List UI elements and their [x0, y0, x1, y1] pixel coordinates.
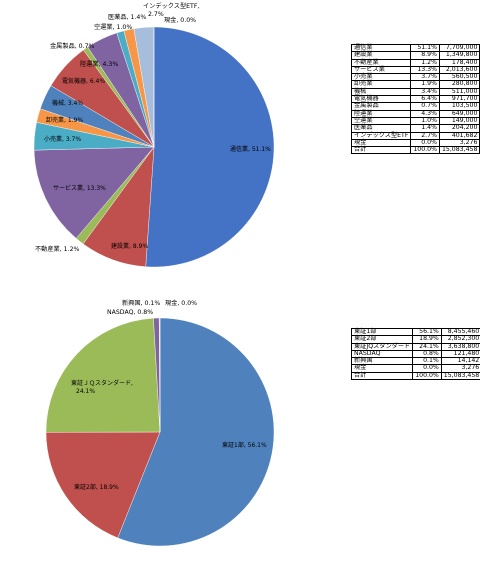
table-cell: 14,142	[440, 357, 480, 366]
slice-data-label: 建設業, 8.9%	[111, 242, 148, 250]
table-cell: NASDAQ	[350, 349, 414, 359]
table-row: 新興国 0.1% 14,142	[350, 357, 480, 366]
table-cell: 3,638,800	[440, 342, 480, 351]
slice-data-label: 小売業, 3.7%	[44, 135, 81, 143]
table-cell: 1.4%	[410, 124, 440, 133]
table-cell: 医薬品	[350, 124, 412, 133]
slice-data-label: NASDAQ, 0.8%	[107, 309, 153, 316]
slice-data-label: 新興国, 0.1%	[122, 299, 160, 307]
table-cell: 8,455,460	[440, 327, 480, 337]
table-cell: 東証JQスタンダード	[350, 342, 414, 351]
market-pie-chart: 東証1部, 56.1% 東証2部, 18.9% 東証ＪＱスタンダード, 24.1% NA…	[45, 299, 275, 547]
table-cell: 1,349,800	[438, 51, 480, 60]
slice-data-label: 空運業, 1.0%	[94, 23, 132, 31]
slice-data-label: 通信業, 51.1%	[230, 145, 271, 153]
table-row: 医薬品 1.4% 204,200	[350, 124, 480, 133]
slice-data-label: 現金, 0.0%	[164, 16, 196, 24]
table-cell: 121,480	[440, 349, 480, 359]
table-cell: 204,200	[438, 124, 480, 133]
sector-data-table: 通信業 51.1% 7,709,000 建設業 8.9% 1,349,800 不動産業 1.2…	[350, 43, 480, 155]
slice-data-label: 現金, 0.0%	[165, 299, 197, 307]
slice-data-label: 機械, 3.4%	[52, 99, 83, 107]
table-row: 現金 0.0% 3,276	[350, 364, 480, 373]
table-cell: 東証2部	[350, 335, 414, 344]
slice-data-label: 東証2部, 18.9%	[74, 483, 119, 491]
market-data-table: 東証1部 56.1% 8,455,460 東証2部 18.9% 2,852,300 東証JQ…	[350, 327, 480, 381]
slice-data-label: 金属製品, 0.7%	[50, 42, 95, 50]
table-cell: 3,276	[440, 364, 480, 373]
slice-data-label: 東証ＪＱスタンダード, 24.1%	[71, 379, 133, 395]
table-row: 東証JQスタンダード 24.1% 3,638,800	[350, 342, 480, 351]
table-row: 合計 100.0% 15,083,458	[350, 146, 480, 155]
table-row: 合計 100.0% 15,083,458	[350, 371, 480, 381]
table-cell: 100.0%	[410, 146, 440, 155]
table-row: 東証1部 56.1% 8,455,460	[350, 327, 480, 337]
table-cell: 合計	[350, 146, 412, 155]
table-row: 建設業 8.9% 1,349,800	[350, 51, 480, 60]
table-cell: 100.0%	[412, 371, 442, 381]
slice-data-label: 東証1部, 56.1%	[222, 441, 267, 449]
table-row: 東証2部 18.9% 2,852,300	[350, 335, 480, 344]
table-cell: 8.9%	[410, 51, 440, 60]
slice-data-label: 医薬品, 1.4%	[108, 13, 146, 21]
table-row: 通信業 51.1% 7,709,000	[350, 43, 480, 53]
pie-slice	[145, 26, 275, 268]
slice-data-label: 不動産業, 1.2%	[35, 245, 80, 253]
table-cell: 7,709,000	[438, 43, 480, 53]
table-cell: インデックス型ETF	[350, 131, 412, 140]
table-cell: 18.9%	[412, 335, 442, 344]
table-cell: 新興国	[350, 357, 414, 366]
table-cell: サービス業	[350, 65, 412, 75]
table-cell: 合計	[350, 371, 414, 381]
table-cell: 現金	[350, 364, 414, 373]
slice-data-label: 電気機器, 6.4%	[62, 77, 105, 85]
slice-data-label: サービス業, 13.3%	[53, 184, 106, 192]
table-cell: 15,083,458	[440, 371, 480, 381]
table-cell: 15,083,458	[438, 146, 480, 155]
table-cell: 2,852,300	[440, 335, 480, 344]
pie-slice	[117, 317, 275, 547]
slice-data-label: インデックス型ETF, 2.7%	[143, 2, 199, 18]
pie-slice	[33, 146, 155, 239]
table-cell: 通信業	[350, 43, 412, 53]
slice-data-label: 陸運業, 4.3%	[80, 60, 118, 68]
pie-slice	[45, 317, 161, 433]
pie-slice	[45, 431, 161, 539]
table-cell: 東証1部	[350, 327, 414, 337]
table-cell: 建設業	[350, 51, 412, 60]
sector-pie-chart: 通信業, 51.1% 建設業, 8.9% 不動産業, 1.2% サービス業, 13.3…	[33, 2, 275, 268]
slice-data-label: 卸売業, 1.9%	[46, 116, 83, 124]
table-row: NASDAQ 0.8% 121,480	[350, 349, 480, 359]
